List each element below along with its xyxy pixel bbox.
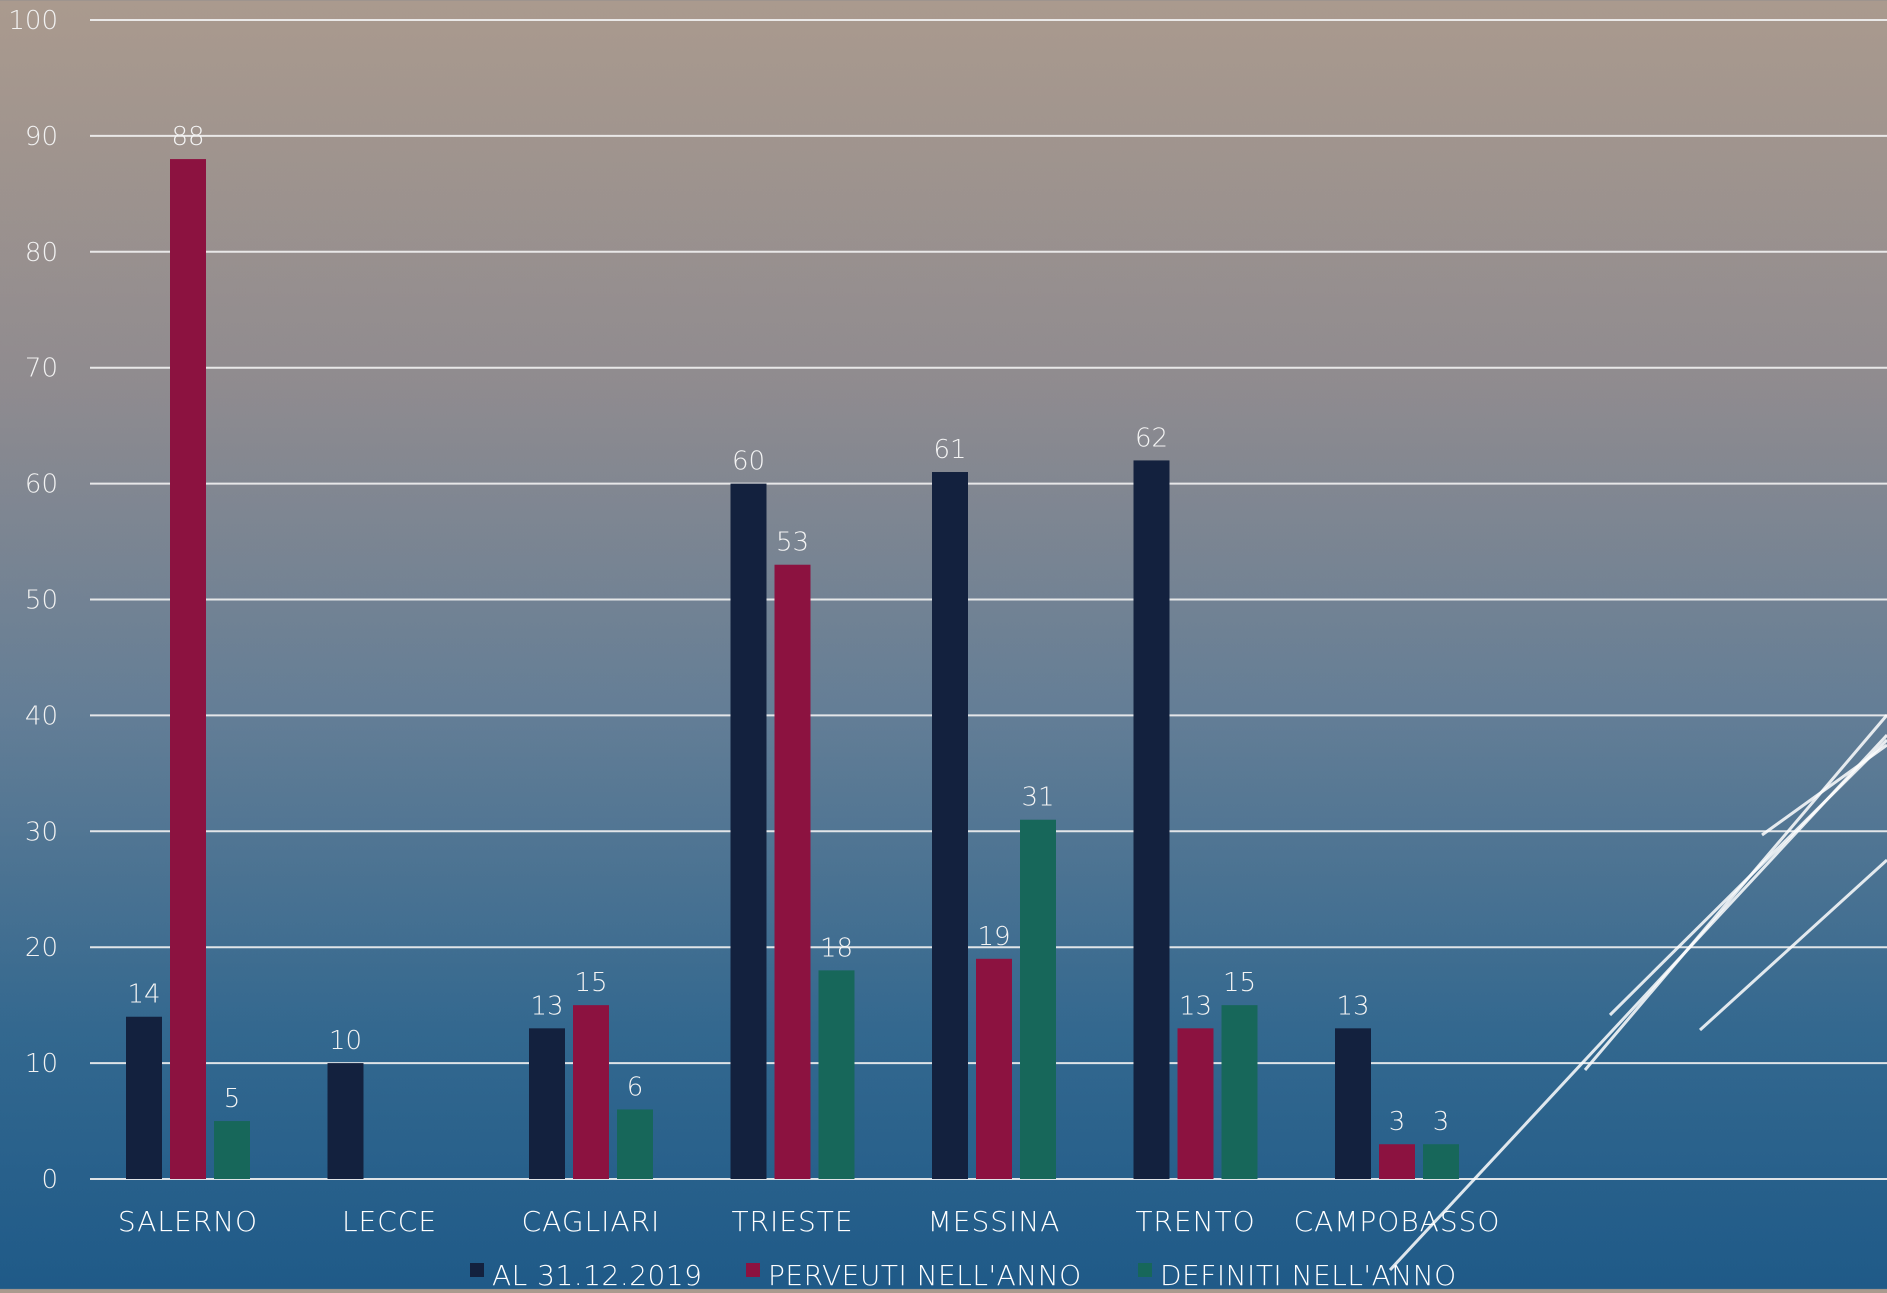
bar xyxy=(1020,819,1056,1179)
bar xyxy=(1335,1028,1371,1179)
bar xyxy=(774,564,811,1179)
data-label: 18 xyxy=(820,933,853,963)
data-label: 15 xyxy=(1223,968,1256,998)
grid-layer: 0 10 20 30 40 50 60 70 80 90 100 xyxy=(8,6,1887,1195)
y-tick-label: 30 xyxy=(25,817,58,847)
data-label: 3 xyxy=(1389,1107,1406,1137)
data-label: 14 xyxy=(127,980,160,1010)
data-label: 31 xyxy=(1021,783,1054,813)
data-label: 5 xyxy=(224,1084,241,1114)
bar xyxy=(1177,1028,1214,1179)
data-label: 10 xyxy=(329,1026,362,1056)
decorative-lines xyxy=(1388,714,1887,1272)
x-tick-label: SALERNO xyxy=(118,1205,258,1238)
x-tick-label: TRIESTE xyxy=(731,1205,853,1238)
y-tick-label: 70 xyxy=(25,354,58,384)
decorative-stroke xyxy=(1608,738,1887,1017)
x-axis: SALERNO LECCE CAGLIARI TRIESTE MESSINA TRENTO… xyxy=(118,1205,1501,1238)
bar xyxy=(1423,1144,1459,1179)
y-tick-label: 10 xyxy=(25,1049,58,1079)
y-tick-label: 20 xyxy=(25,933,58,963)
bar xyxy=(170,159,206,1179)
decorative-stroke xyxy=(1698,858,1887,1032)
bar xyxy=(126,1016,162,1179)
bar xyxy=(818,970,855,1179)
y-tick-label: 60 xyxy=(25,470,58,500)
legend-swatch xyxy=(746,1263,760,1277)
bar xyxy=(214,1121,250,1179)
y-tick-label: 50 xyxy=(25,586,58,616)
y-tick-label: 100 xyxy=(8,6,58,36)
bar xyxy=(573,1005,609,1179)
bar xyxy=(1221,1005,1258,1179)
x-tick-label: CAGLIARI xyxy=(522,1205,661,1238)
legend-label: AL 31.12.2019 xyxy=(492,1259,702,1289)
data-label: 60 xyxy=(732,447,765,477)
bar xyxy=(1133,460,1170,1179)
x-tick-label: MESSINA xyxy=(928,1205,1061,1238)
bar xyxy=(529,1028,565,1179)
y-tick-label: 90 xyxy=(25,122,58,152)
data-label: 53 xyxy=(776,528,809,558)
legend-label: DEFINITI NELL'ANNO xyxy=(1160,1259,1457,1289)
data-label: 13 xyxy=(1336,991,1369,1021)
data-label: 3 xyxy=(1433,1107,1450,1137)
x-tick-label: TRENTO xyxy=(1135,1205,1255,1238)
bar xyxy=(617,1109,653,1179)
data-label: 13 xyxy=(530,991,563,1021)
bars-layer xyxy=(126,159,1459,1180)
legend-label: PERVEUTI NELL'ANNO xyxy=(768,1259,1082,1289)
bar xyxy=(976,958,1012,1179)
bar xyxy=(327,1063,364,1179)
bar xyxy=(730,483,767,1180)
data-labels-layer: 14 88 5 10 13 15 6 60 53 18 61 19 31 62 13 15 13 3 3 xyxy=(127,122,1449,1137)
x-tick-label: CAMPOBASSO xyxy=(1294,1205,1501,1238)
y-tick-label: 0 xyxy=(41,1165,58,1195)
y-tick-label: 80 xyxy=(25,238,58,268)
bar xyxy=(1379,1144,1415,1179)
decorative-stroke xyxy=(1761,743,1887,837)
data-label: 62 xyxy=(1135,423,1168,453)
y-tick-label: 40 xyxy=(25,701,58,731)
data-label: 88 xyxy=(171,122,204,152)
data-label: 13 xyxy=(1179,991,1212,1021)
bar xyxy=(932,472,968,1179)
data-label: 61 xyxy=(933,435,966,465)
legend-swatch xyxy=(470,1263,484,1277)
data-label: 6 xyxy=(627,1072,644,1102)
legend: AL 31.12.2019 PERVEUTI NELL'ANNO DEFINITI … xyxy=(470,1259,1457,1292)
data-label: 15 xyxy=(574,968,607,998)
legend-swatch xyxy=(1138,1263,1152,1277)
decorative-stroke xyxy=(1583,714,1887,1071)
data-label: 19 xyxy=(977,922,1010,952)
x-tick-label: LECCE xyxy=(342,1205,437,1238)
